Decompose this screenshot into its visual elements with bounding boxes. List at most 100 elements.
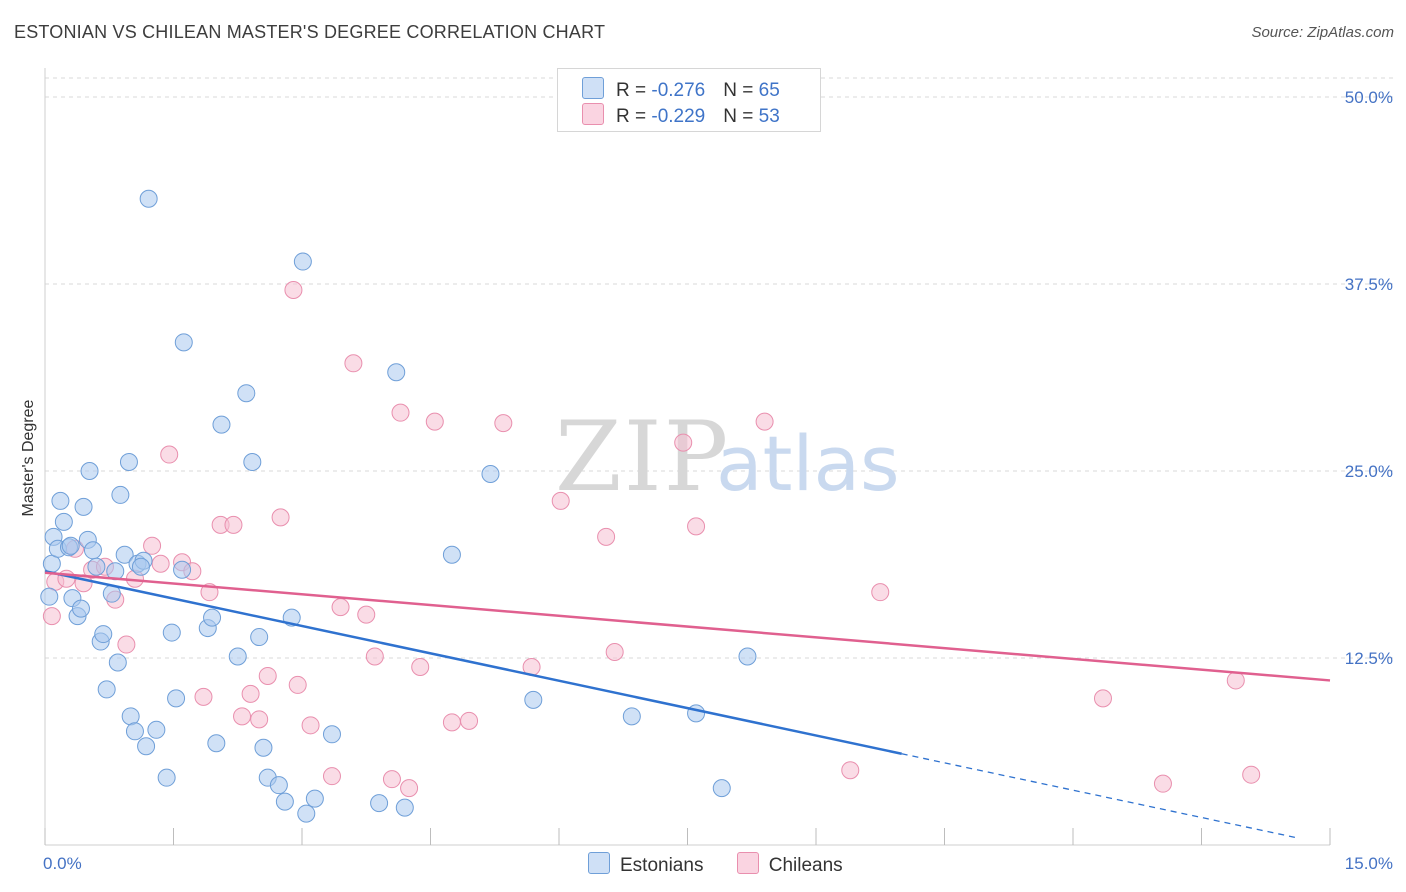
- chileans-point: [1153, 774, 1172, 793]
- axes: [44, 68, 1331, 846]
- estonians-point: [243, 453, 262, 472]
- chileans-point: [151, 554, 170, 573]
- chileans-point: [57, 569, 76, 588]
- chileans-point: [871, 583, 890, 602]
- chileans-point: [382, 770, 401, 789]
- chileans-point: [322, 767, 341, 786]
- estonians-point: [173, 560, 192, 579]
- legend-r-value: -0.276: [651, 80, 706, 101]
- y-tick-label: 25.0%: [1345, 462, 1393, 481]
- chileans-point: [411, 657, 430, 676]
- legend-item-estonians: Estonians: [588, 852, 703, 877]
- legend-r-label: R =: [616, 106, 652, 127]
- estonians-point: [305, 789, 324, 808]
- estonians-point: [712, 779, 731, 798]
- estonians-point: [738, 647, 757, 666]
- estonians-point: [157, 768, 176, 787]
- chileans-point: [1242, 765, 1261, 784]
- chart-title: ESTONIAN VS CHILEAN MASTER'S DEGREE CORR…: [14, 22, 606, 42]
- estonians-point: [237, 384, 256, 403]
- estonians-point: [115, 545, 134, 564]
- chileans-point: [117, 635, 136, 654]
- chileans-point: [494, 414, 513, 433]
- estonians-point: [54, 512, 73, 531]
- estonians-trend-extension: [901, 753, 1296, 839]
- chileans-point: [288, 675, 307, 694]
- estonians-trend-line: [44, 570, 902, 755]
- estonians-point: [622, 707, 641, 726]
- estonians-point: [147, 720, 166, 739]
- legend-row-chileans: R = -0.229 N = 53: [582, 103, 780, 127]
- legend-swatch-pink: [736, 852, 759, 874]
- estonians-point: [207, 734, 226, 753]
- chileans-point: [194, 687, 213, 706]
- estonians-point: [167, 689, 186, 708]
- chileans-point: [1226, 671, 1245, 690]
- chileans-point: [143, 536, 162, 555]
- x-tick-label-max: 15.0%: [1345, 854, 1393, 873]
- estonians-point: [108, 653, 127, 672]
- chileans-point: [1093, 689, 1112, 708]
- estonians-point: [125, 722, 144, 741]
- chileans-point: [400, 779, 419, 798]
- chileans-point: [284, 280, 303, 299]
- chileans-point: [250, 710, 269, 729]
- watermark: ZIP atlas: [555, 401, 900, 513]
- chileans-point: [755, 412, 774, 431]
- chileans-point: [301, 716, 320, 735]
- estonians-point: [137, 737, 156, 756]
- estonians-point: [80, 462, 99, 480]
- estonians-point: [322, 725, 341, 744]
- chileans-point: [160, 445, 179, 464]
- chileans-point: [425, 412, 444, 431]
- estonians-point: [395, 798, 414, 817]
- series-legend: Estonians Chileans: [588, 852, 871, 877]
- chileans-point: [442, 713, 461, 732]
- legend-n-label: N =: [723, 80, 759, 101]
- chileans-point: [271, 508, 290, 527]
- chileans-point: [551, 491, 570, 510]
- legend-item-chileans: Chileans: [736, 852, 843, 877]
- tick-labels: 12.5% 25.0% 37.5% 50.0% 0.0% 15.0%: [43, 88, 1393, 873]
- estonians-point: [94, 625, 113, 644]
- estonians-points: [40, 189, 757, 823]
- estonians-point: [269, 776, 288, 795]
- estonians-point: [131, 557, 150, 576]
- estonians-point: [40, 587, 59, 606]
- chileans-point: [233, 707, 252, 726]
- estonians-point: [228, 647, 247, 666]
- watermark-atlas: atlas: [716, 419, 900, 508]
- estonians-point: [370, 794, 389, 813]
- estonians-point: [293, 252, 312, 271]
- legend-r-label: R =: [616, 80, 652, 101]
- chileans-point: [344, 354, 363, 373]
- watermark-zip: ZIP: [555, 401, 730, 513]
- chileans-point: [365, 647, 384, 666]
- legend-r-value: -0.229: [651, 106, 706, 127]
- estonians-point: [111, 485, 130, 504]
- legend-label-chileans: Chileans: [768, 855, 843, 876]
- estonians-point: [42, 554, 61, 573]
- chileans-point: [597, 527, 616, 546]
- chileans-point: [391, 403, 410, 422]
- estonians-point: [97, 680, 116, 699]
- chileans-point: [241, 684, 260, 703]
- chileans-point: [331, 598, 350, 617]
- chileans-trend-line: [44, 571, 1331, 682]
- legend-swatch-blue: [582, 77, 604, 99]
- stats-legend: R = -0.276 N = 65 R = -0.229 N = 53: [557, 68, 821, 132]
- legend-row-estonians: R = -0.276 N = 65: [582, 77, 780, 101]
- x-tick-label-min: 0.0%: [43, 854, 82, 873]
- estonians-point: [119, 453, 138, 472]
- legend-n-value: 65: [758, 80, 780, 101]
- chileans-point: [42, 607, 61, 626]
- y-tick-label: 50.0%: [1345, 88, 1393, 107]
- estonians-point: [139, 189, 158, 208]
- estonians-point: [275, 792, 294, 811]
- chileans-point: [605, 643, 624, 662]
- chileans-point: [687, 517, 706, 536]
- estonians-point: [71, 599, 90, 618]
- chileans-point: [674, 433, 693, 452]
- estonians-point: [212, 415, 231, 434]
- estonians-point: [174, 333, 193, 352]
